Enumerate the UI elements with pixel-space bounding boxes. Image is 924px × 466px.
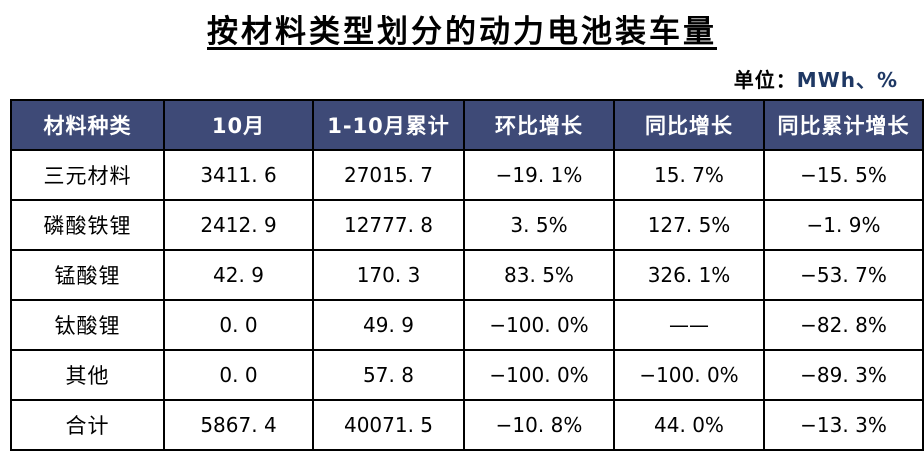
- page: 按材料类型划分的动力电池装车量 单位：MWh、% 材料种类 10月 1-10月累…: [0, 6, 924, 466]
- cell-material-type: 锰酸锂: [10, 249, 165, 301]
- col-header-yoy-cumulative-growth: 同比累计增长: [763, 99, 924, 151]
- cell-value: 42. 9: [163, 249, 314, 301]
- cell-value: 2412. 9: [163, 199, 314, 251]
- col-header-jan-oct-cumulative: 1-10月累计: [312, 99, 465, 151]
- cell-value: 170. 3: [312, 249, 465, 301]
- cell-value: 57. 8: [312, 349, 465, 401]
- cell-material-type: 合计: [10, 399, 165, 451]
- cell-material-type: 其他: [10, 349, 165, 401]
- cell-value: 15. 7%: [613, 149, 765, 201]
- battery-installation-table: 材料种类 10月 1-10月累计 环比增长 同比增长 同比累计增长 三元材料 34…: [10, 99, 924, 451]
- unit-note: 单位：MWh、%: [734, 64, 898, 93]
- cell-value: 12777. 8: [312, 199, 465, 251]
- cell-value: −89. 3%: [763, 349, 924, 401]
- table-row: 锰酸锂 42. 9 170. 3 83. 5% 326. 1% −53. 7%: [10, 249, 924, 301]
- unit-value: MWh、%: [796, 68, 898, 92]
- page-title: 按材料类型划分的动力电池装车量: [207, 14, 717, 50]
- cell-material-type: 钛酸锂: [10, 299, 165, 351]
- cell-value: 83. 5%: [463, 249, 615, 301]
- cell-value: −10. 8%: [463, 399, 615, 451]
- cell-value: 0. 0: [163, 299, 314, 351]
- cell-value: 27015. 7: [312, 149, 465, 201]
- cell-value: −15. 5%: [763, 149, 924, 201]
- cell-value: −82. 8%: [763, 299, 924, 351]
- cell-value: 3. 5%: [463, 199, 615, 251]
- col-header-yoy-growth: 同比增长: [613, 99, 765, 151]
- cell-value: ——: [613, 299, 765, 351]
- table-header-row: 材料种类 10月 1-10月累计 环比增长 同比增长 同比累计增长: [10, 99, 924, 151]
- cell-material-type: 磷酸铁锂: [10, 199, 165, 251]
- unit-label: 单位：: [733, 68, 797, 92]
- cell-value: 49. 9: [312, 299, 465, 351]
- cell-value: −53. 7%: [763, 249, 924, 301]
- cell-value: 326. 1%: [613, 249, 765, 301]
- cell-value: −19. 1%: [463, 149, 615, 201]
- cell-value: 0. 0: [163, 349, 314, 401]
- cell-value: 5867. 4: [163, 399, 314, 451]
- col-header-october: 10月: [163, 99, 314, 151]
- cell-value: 3411. 6: [163, 149, 314, 201]
- table-row: 钛酸锂 0. 0 49. 9 −100. 0% —— −82. 8%: [10, 299, 924, 351]
- cell-value: −100. 0%: [463, 349, 615, 401]
- col-header-mom-growth: 环比增长: [463, 99, 615, 151]
- table-row: 磷酸铁锂 2412. 9 12777. 8 3. 5% 127. 5% −1. 9%: [10, 199, 924, 251]
- table-row: 三元材料 3411. 6 27015. 7 −19. 1% 15. 7% −15. 5%: [10, 149, 924, 201]
- cell-value: 127. 5%: [613, 199, 765, 251]
- cell-value: −13. 3%: [763, 399, 924, 451]
- table-row: 其他 0. 0 57. 8 −100. 0% −100. 0% −89. 3%: [10, 349, 924, 401]
- cell-value: 40071. 5: [312, 399, 465, 451]
- cell-material-type: 三元材料: [10, 149, 165, 201]
- cell-value: −1. 9%: [763, 199, 924, 251]
- table-row: 合计 5867. 4 40071. 5 −10. 8% 44. 0% −13. 3%: [10, 399, 924, 451]
- table-body: 三元材料 3411. 6 27015. 7 −19. 1% 15. 7% −15. 5% 磷…: [10, 149, 924, 451]
- cell-value: −100. 0%: [613, 349, 765, 401]
- col-header-material-type: 材料种类: [10, 99, 165, 151]
- cell-value: −100. 0%: [463, 299, 615, 351]
- cell-value: 44. 0%: [613, 399, 765, 451]
